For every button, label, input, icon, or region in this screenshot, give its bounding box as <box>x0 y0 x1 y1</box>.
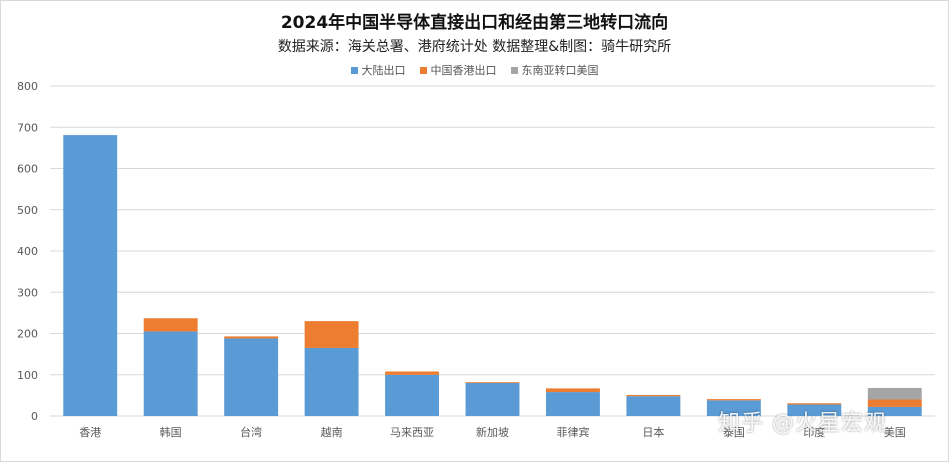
x-tick-label: 香港 <box>79 426 101 439</box>
bar-mainland <box>63 135 118 416</box>
legend-label-hongkong: 中国香港出口 <box>430 64 497 77</box>
chart-title: 2024年中国半导体直接出口和经由第三地转口流向 <box>280 13 669 33</box>
x-tick-label: 新加坡 <box>476 425 509 439</box>
bar-mainland <box>787 404 842 416</box>
y-tick-label: 700 <box>17 121 38 134</box>
legend-swatch-mainland <box>350 66 358 74</box>
x-tick-label: 日本 <box>642 425 664 439</box>
legend-label-mainland: 大陆出口 <box>361 64 406 77</box>
watermark: 知乎 @火星宏观 <box>718 411 887 436</box>
chart-subtitle: 数据来源：海关总署、港府统计处 数据整理&制图：骑牛研究所 <box>277 39 672 55</box>
bar-mainland <box>143 331 198 416</box>
bar-hongkong <box>304 321 359 348</box>
bar-mainland <box>304 347 359 416</box>
bar-mainland <box>706 400 761 416</box>
bar-mainland <box>385 374 439 416</box>
x-tick-label: 越南 <box>321 425 343 439</box>
bar-hongkong <box>224 336 279 339</box>
bar-mainland <box>224 338 279 416</box>
x-tick-label: 菲律宾 <box>556 425 589 439</box>
x-tick-label: 美国 <box>884 426 906 439</box>
y-tick-label: 0 <box>31 410 38 423</box>
bar-hongkong <box>787 403 842 405</box>
x-tick-label: 印度 <box>803 425 825 439</box>
legend-swatch-hongkong <box>419 66 427 74</box>
x-tick-label: 马来西亚 <box>390 426 434 439</box>
y-tick-label: 200 <box>17 328 38 341</box>
chart-legend: 大陆出口 中国香港出口 东南亚转口美国 <box>0 62 949 78</box>
bar-mainland <box>465 383 520 416</box>
x-tick-label: 台湾 <box>240 425 262 439</box>
bar-mainland <box>626 396 681 416</box>
legend-item-hongkong: 中国香港出口 <box>419 62 497 78</box>
bar-hongkong <box>143 318 198 332</box>
bar-hongkong <box>465 382 520 383</box>
bar-hongkong <box>626 394 681 397</box>
x-tick-label: 泰国 <box>723 425 745 439</box>
y-tick-label: 600 <box>17 163 38 176</box>
legend-item-sea-transit: 东南亚转口美国 <box>510 62 599 78</box>
y-tick-label: 800 <box>17 80 38 93</box>
y-tick-label: 100 <box>17 369 38 382</box>
bar-mainland <box>546 392 600 416</box>
bar-hongkong <box>706 399 761 401</box>
legend-swatch-sea-transit <box>510 66 518 74</box>
legend-item-mainland: 大陆出口 <box>350 62 406 78</box>
x-tick-label: 韩国 <box>160 425 182 439</box>
bar-hongkong <box>867 399 922 407</box>
bar-sea-transit <box>867 387 922 400</box>
bar-hongkong <box>546 388 600 393</box>
y-tick-label: 500 <box>17 204 38 217</box>
bar-hongkong <box>385 371 439 375</box>
y-tick-label: 300 <box>17 286 38 299</box>
legend-label-sea-transit: 东南亚转口美国 <box>521 64 599 77</box>
y-tick-label: 400 <box>17 245 38 258</box>
bar-mainland <box>867 406 922 416</box>
